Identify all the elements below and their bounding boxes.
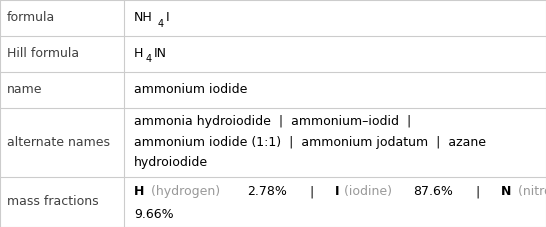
Text: N: N	[501, 185, 511, 198]
Text: (hydrogen): (hydrogen)	[147, 185, 224, 198]
Text: H: H	[134, 185, 144, 198]
Text: 2.78%: 2.78%	[247, 185, 287, 198]
Text: 4: 4	[158, 19, 164, 29]
Text: I: I	[335, 185, 339, 198]
Text: NH: NH	[134, 11, 152, 25]
Text: 4: 4	[146, 54, 152, 64]
Text: H: H	[134, 47, 143, 60]
Text: ammonia hydroiodide  |  ammonium–iodid  |: ammonia hydroiodide | ammonium–iodid |	[134, 115, 411, 128]
Text: (nitrogen): (nitrogen)	[514, 185, 546, 198]
Text: ammonium iodide: ammonium iodide	[134, 83, 247, 96]
Text: |: |	[298, 185, 327, 198]
Text: IN: IN	[154, 47, 167, 60]
Text: Hill formula: Hill formula	[7, 47, 79, 60]
Text: |: |	[464, 185, 492, 198]
Text: name: name	[7, 83, 42, 96]
Text: alternate names: alternate names	[7, 136, 110, 149]
Text: ammonium iodide (1:1)  |  ammonium jodatum  |  azane: ammonium iodide (1:1) | ammonium jodatum…	[134, 136, 486, 149]
Text: 9.66%: 9.66%	[134, 208, 174, 221]
Text: (iodine): (iodine)	[340, 185, 396, 198]
Text: I: I	[166, 11, 169, 25]
Text: mass fractions: mass fractions	[7, 195, 98, 208]
Text: hydroiodide: hydroiodide	[134, 156, 208, 170]
Text: formula: formula	[7, 11, 55, 25]
Text: 87.6%: 87.6%	[413, 185, 453, 198]
